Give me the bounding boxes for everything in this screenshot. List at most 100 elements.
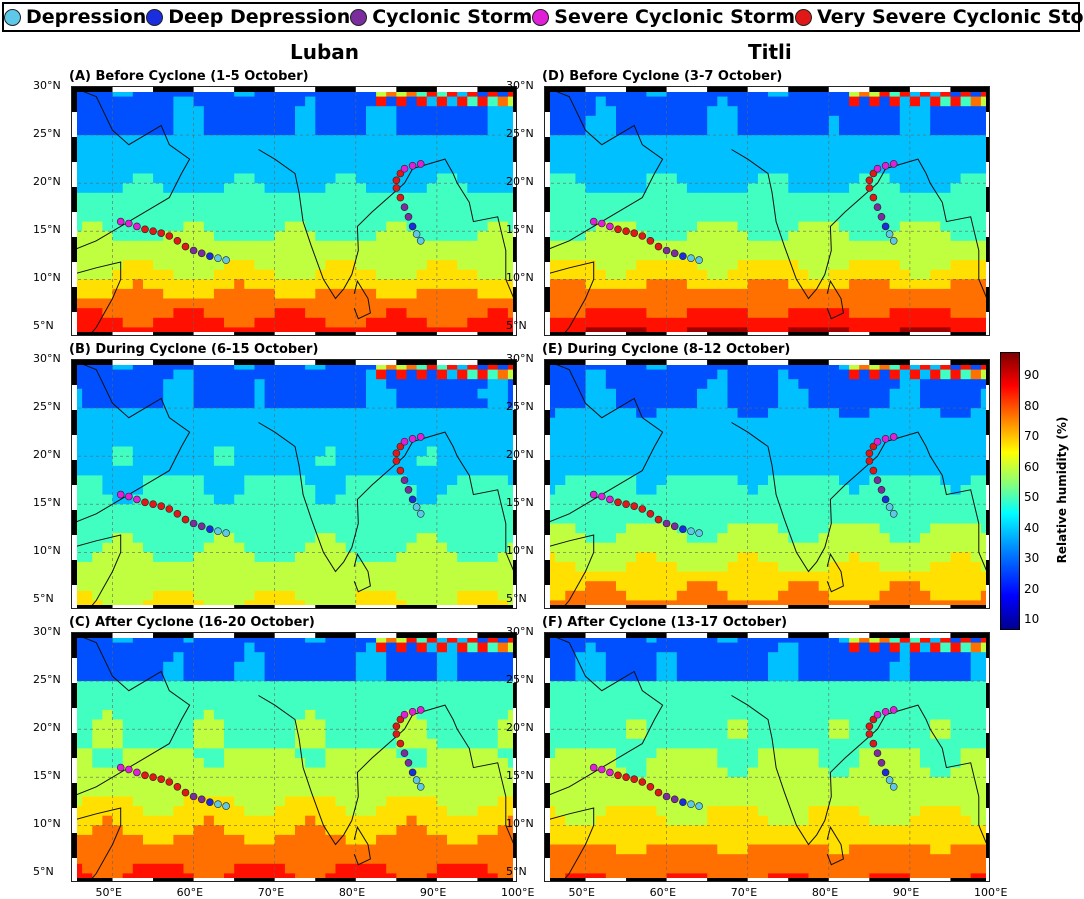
track-point [878,213,885,220]
lon-tick-label: 100°E [974,886,1007,899]
track-point [696,530,703,537]
track-point [615,772,622,779]
lat-tick-label: 25°N [506,400,534,413]
track-point [182,243,189,250]
track-point [671,523,678,530]
track-point [413,504,420,511]
track-point [623,228,630,235]
lat-tick-label: 25°N [506,127,534,140]
track-point [679,253,686,260]
lat-tick-label: 10°N [33,817,61,830]
lat-tick-label: 15°N [506,223,534,236]
track-point [696,257,703,264]
track-point [401,204,408,211]
panel-label: (A) Before Cyclone (1-5 October) [69,69,309,84]
panel-label: (F) After Cyclone (13-17 October) [542,615,787,630]
track-point [663,793,670,800]
lat-tick-label: 25°N [33,400,61,413]
map-panel [544,632,990,882]
track-point [393,731,400,738]
lat-tick-label: 5°N [506,319,527,332]
track-point [590,218,597,225]
track-point [882,435,889,442]
legend-label: Deep Depression [168,6,350,28]
track-point [150,501,157,508]
track-point [198,250,205,257]
lat-tick-label: 15°N [33,496,61,509]
track-point [409,769,416,776]
track-point [679,526,686,533]
panel-label: (D) Before Cyclone (3-7 October) [542,69,782,84]
colorbar-tick-label: 90 [1024,368,1039,382]
track-point [890,706,897,713]
lat-tick-label: 20°N [506,448,534,461]
track-point [688,255,695,262]
track-point [133,223,140,230]
track-point [417,706,424,713]
track-point [405,213,412,220]
track-point [409,162,416,169]
track-point [401,711,408,718]
track-point [158,776,165,783]
track-point [688,801,695,808]
track-point [215,528,222,535]
column-title-luban: Luban [290,40,359,64]
legend-item: Deep Depression [146,6,350,28]
lat-tick-label: 5°N [33,592,54,605]
track-point [631,230,638,237]
lon-tick-label: 100°E [501,886,534,899]
track-point [150,228,157,235]
map-panel [71,359,517,609]
lat-tick-label: 30°N [33,79,61,92]
panel-label: (E) During Cyclone (8-12 October) [542,342,790,357]
legend-dot-icon [4,9,21,26]
track-point [671,796,678,803]
track-point [870,194,877,201]
lat-tick-label: 30°N [506,79,534,92]
track-point [631,503,638,510]
lat-tick-label: 15°N [506,496,534,509]
track-point [190,520,197,527]
colorbar-tick-label: 40 [1024,521,1039,535]
lat-tick-label: 10°N [506,817,534,830]
humidity-map [72,633,517,882]
track-point [886,504,893,511]
colorbar-tick-label: 80 [1024,399,1039,413]
track-point [639,233,646,240]
track-point [125,766,132,773]
track-point [639,506,646,513]
track-point [882,769,889,776]
lat-tick-label: 30°N [33,352,61,365]
track-point [866,731,873,738]
lat-tick-label: 30°N [506,625,534,638]
colorbar-tick-label: 70 [1024,429,1039,443]
track-point [870,740,877,747]
colorbar-tick-label: 60 [1024,460,1039,474]
track-point [393,450,400,457]
lat-tick-label: 25°N [33,127,61,140]
legend-item: Depression [4,6,146,28]
track-point [866,185,873,192]
track-point [174,510,181,517]
track-point [142,772,149,779]
map-panel [71,632,517,882]
track-point [409,496,416,503]
lat-tick-label: 10°N [506,271,534,284]
lon-tick-label: 70°E [731,886,757,899]
track-point [866,458,873,465]
track-point [606,769,613,776]
track-point [133,769,140,776]
lat-tick-label: 20°N [33,175,61,188]
track-point [409,223,416,230]
track-point [623,501,630,508]
track-point [409,708,416,715]
lon-tick-label: 50°E [569,886,595,899]
track-point [125,220,132,227]
legend-dot-icon [350,9,367,26]
track-point [866,450,873,457]
lat-tick-label: 10°N [506,544,534,557]
track-point [206,799,213,806]
track-point [215,255,222,262]
track-point [874,438,881,445]
track-point [647,783,654,790]
